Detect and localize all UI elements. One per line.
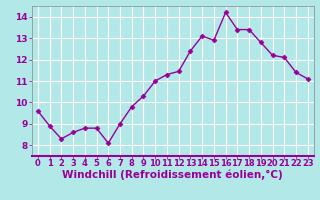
X-axis label: Windchill (Refroidissement éolien,°C): Windchill (Refroidissement éolien,°C): [62, 170, 283, 180]
